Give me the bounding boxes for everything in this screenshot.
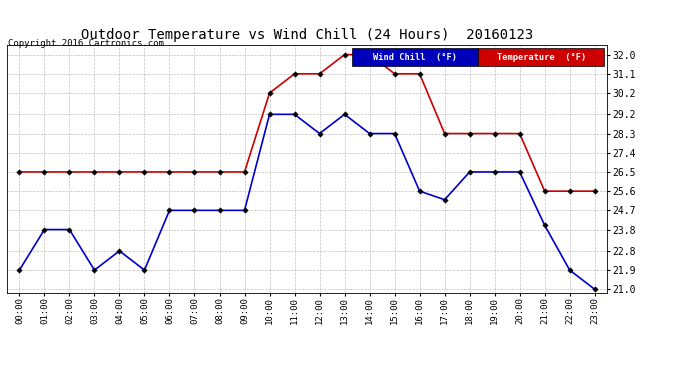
- Text: Copyright 2016 Cartronics.com: Copyright 2016 Cartronics.com: [8, 39, 164, 48]
- FancyBboxPatch shape: [352, 48, 478, 66]
- FancyBboxPatch shape: [478, 48, 604, 66]
- Title: Outdoor Temperature vs Wind Chill (24 Hours)  20160123: Outdoor Temperature vs Wind Chill (24 Ho…: [81, 28, 533, 42]
- Text: Wind Chill  (°F): Wind Chill (°F): [373, 53, 457, 62]
- Text: Temperature  (°F): Temperature (°F): [497, 53, 586, 62]
